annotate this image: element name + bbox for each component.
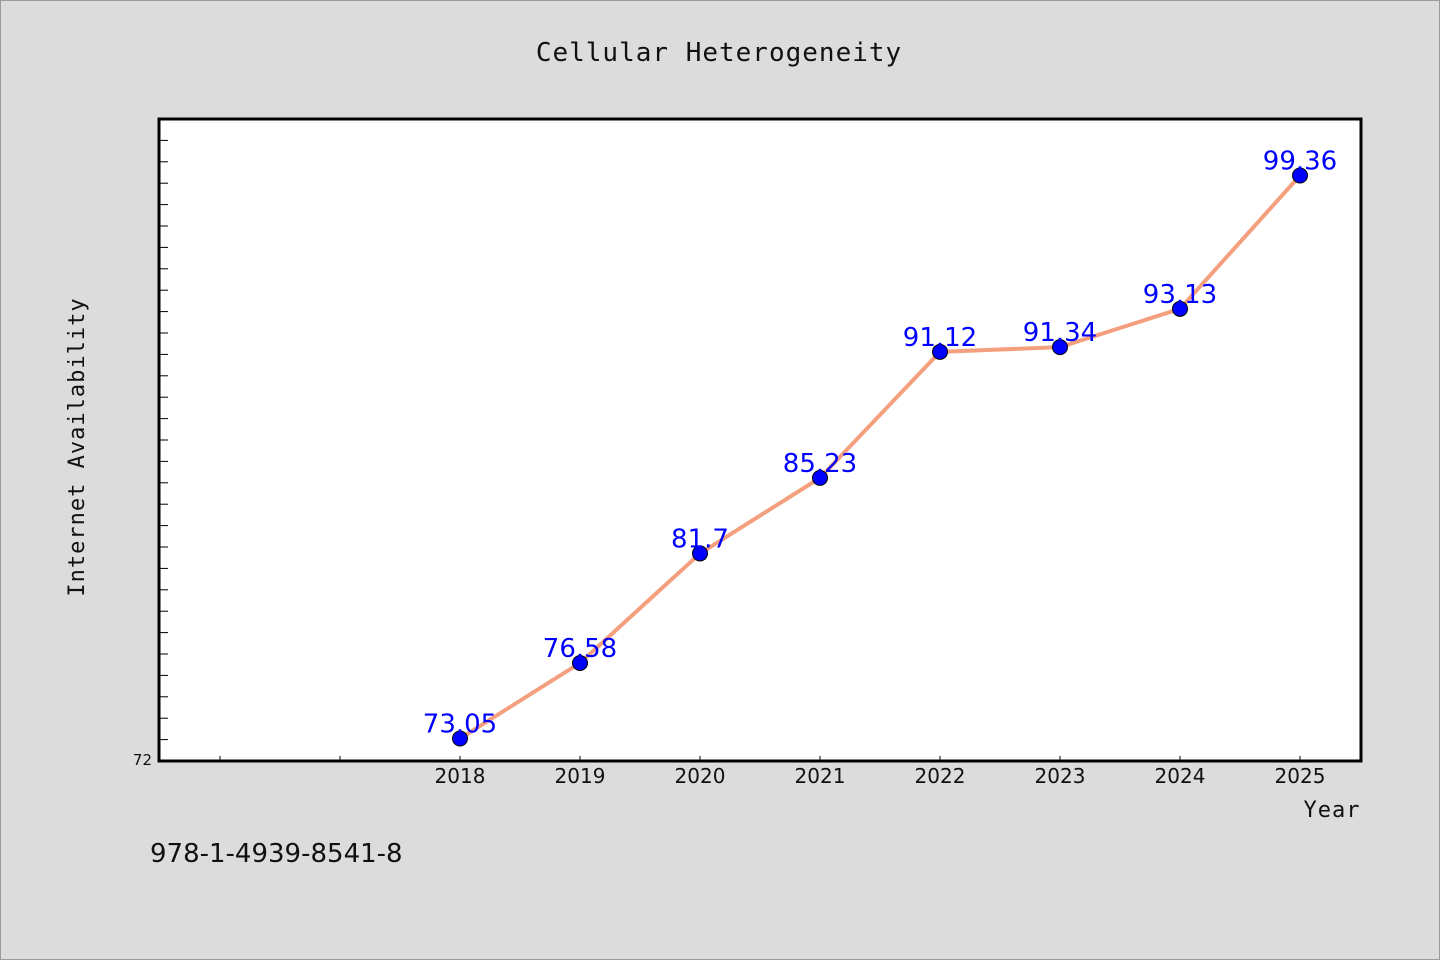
data-label: 81.7	[671, 524, 729, 554]
data-point	[452, 730, 468, 747]
x-tick-label: 2020	[675, 764, 726, 788]
x-tick-label: 2018	[435, 764, 486, 788]
x-tick-label: 2025	[1275, 764, 1326, 788]
series-line-group	[458, 173, 1302, 741]
data-label: 91.34	[1023, 318, 1097, 348]
data-points	[452, 167, 1308, 747]
data-point	[692, 545, 708, 562]
data-label: 93.13	[1143, 280, 1217, 310]
data-label: 85.23	[783, 449, 857, 479]
plot-area	[157, 117, 1363, 763]
x-axis-label: Year	[1304, 798, 1361, 823]
x-tick-label: 2021	[795, 764, 846, 788]
x-axis-ticks: 2018 2019 2020 2021 2022 2023 2024 2025	[219, 756, 1326, 788]
data-label: 73.05	[423, 710, 497, 740]
y-axis-label: Internet Availability	[65, 297, 90, 596]
data-point	[1292, 167, 1308, 184]
data-point	[812, 469, 828, 486]
data-point	[1172, 300, 1188, 317]
x-tick-label: 2022	[915, 764, 966, 788]
series-line	[458, 173, 1302, 741]
data-label: 91.12	[903, 323, 977, 353]
data-point	[932, 343, 948, 360]
isbn-text: 978-1-4939-8541-8	[150, 839, 403, 869]
data-labels: 73.05 76.58 81.7 85.23 91.12 91.34 93.13 99.36	[423, 146, 1337, 739]
x-tick-label: 2024	[1155, 764, 1206, 788]
y-axis-ticks	[159, 139, 168, 741]
data-label: 99.36	[1263, 146, 1337, 176]
y-min-label: 72	[133, 751, 152, 769]
data-label: 76.58	[543, 634, 617, 664]
x-tick-label: 2019	[555, 764, 606, 788]
data-point	[572, 654, 588, 671]
x-tick-label: 2023	[1035, 764, 1086, 788]
data-point	[1052, 339, 1068, 356]
chart-title: Cellular Heterogeneity	[536, 38, 902, 68]
